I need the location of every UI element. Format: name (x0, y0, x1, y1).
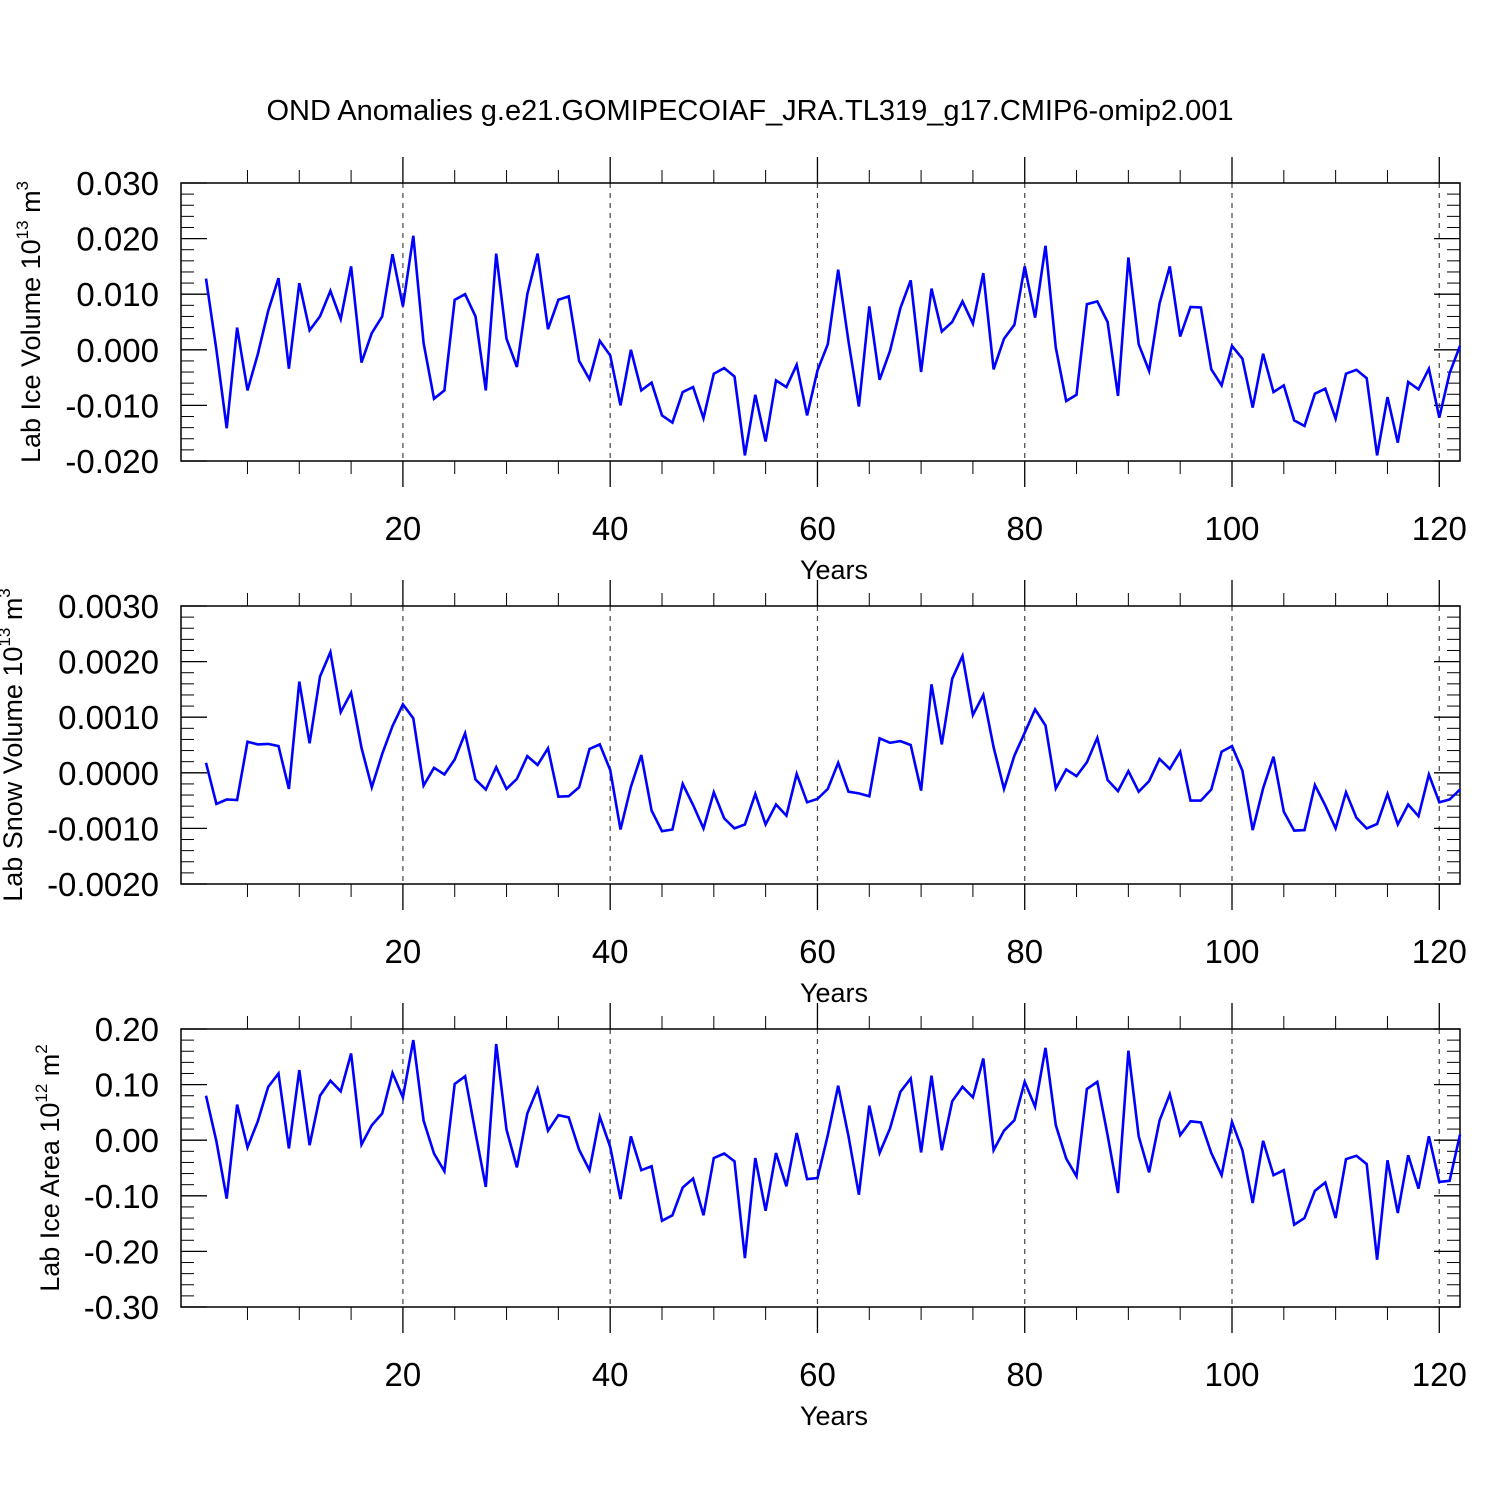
x-tick-label: 100 (1204, 1356, 1259, 1393)
x-tick-label: 20 (385, 510, 422, 547)
x-tick-label: 100 (1204, 933, 1259, 970)
plot-frame (180, 182, 1461, 462)
x-tick-label: 60 (799, 1356, 836, 1393)
y-tick-label: 0.030 (76, 165, 159, 202)
y-tick-label: -0.10 (84, 1178, 159, 1215)
panel-snow-volume: 20 40 60 80 100 120 Years -0.0020 -0.0010 0.0000 0… (0, 580, 1467, 1008)
y-tick-label: -0.020 (65, 443, 159, 480)
x-tick-label: 120 (1412, 510, 1467, 547)
x-tick-label: 40 (592, 510, 629, 547)
y-tick-label: -0.0020 (47, 866, 159, 903)
x-tick-label: 20 (385, 933, 422, 970)
x-tick-label: 80 (1006, 933, 1043, 970)
y-axis-label: Lab Ice Volume 1013 m3 (13, 181, 46, 463)
y-tick-label: 0.020 (76, 221, 159, 258)
y-tick-label: -0.30 (84, 1289, 159, 1326)
x-tick-label: 100 (1204, 510, 1259, 547)
x-tick-label: 40 (592, 933, 629, 970)
plot-frame (180, 605, 1461, 885)
y-tick-label: 0.0030 (58, 588, 159, 625)
y-tick-label: 0.000 (76, 332, 159, 369)
x-axis-label: Years (800, 555, 868, 585)
plot-frame (180, 1028, 1461, 1308)
series-line-ice-volume (204, 235, 1462, 456)
y-tick-label: 0.00 (95, 1122, 159, 1159)
x-axis-label: Years (800, 1401, 868, 1431)
y-tick-label: -0.20 (84, 1233, 159, 1270)
y-tick-label: -0.0010 (47, 810, 159, 847)
x-tick-label: 20 (385, 1356, 422, 1393)
panel-ice-volume: 20 40 60 80 100 120 Years -0.020 -0.010 0.000 0.01… (13, 157, 1467, 585)
y-tick-label: 0.0010 (58, 699, 159, 736)
x-tick-label: 120 (1412, 1356, 1467, 1393)
y-tick-label: 0.0020 (58, 644, 159, 681)
y-axis-label: Lab Ice Area 1012 m2 (32, 1044, 65, 1292)
x-tick-label: 120 (1412, 933, 1467, 970)
x-tick-label: 60 (799, 933, 836, 970)
y-tick-label: -0.010 (65, 387, 159, 424)
x-tick-label: 80 (1006, 1356, 1043, 1393)
x-tick-label: 60 (799, 510, 836, 547)
x-tick-label: 80 (1006, 510, 1043, 547)
y-tick-label: 0.20 (95, 1011, 159, 1048)
chart-title: OND Anomalies g.e21.GOMIPECOIAF_JRA.TL31… (266, 95, 1233, 127)
y-tick-label: 0.10 (95, 1067, 159, 1104)
y-tick-label: 0.0000 (58, 755, 159, 792)
x-axis-label: Years (800, 978, 868, 1008)
panel-ice-area: 20 40 60 80 100 120 Years -0.30 -0.20 -0.10 0.00 0.… (32, 1003, 1467, 1431)
y-tick-label: 0.010 (76, 276, 159, 313)
x-tick-label: 40 (592, 1356, 629, 1393)
series-line-ice-area (204, 1039, 1462, 1260)
series-line-snow-volume (204, 647, 1461, 833)
y-axis-label: Lab Snow Volume 1013 m3 (0, 588, 28, 902)
